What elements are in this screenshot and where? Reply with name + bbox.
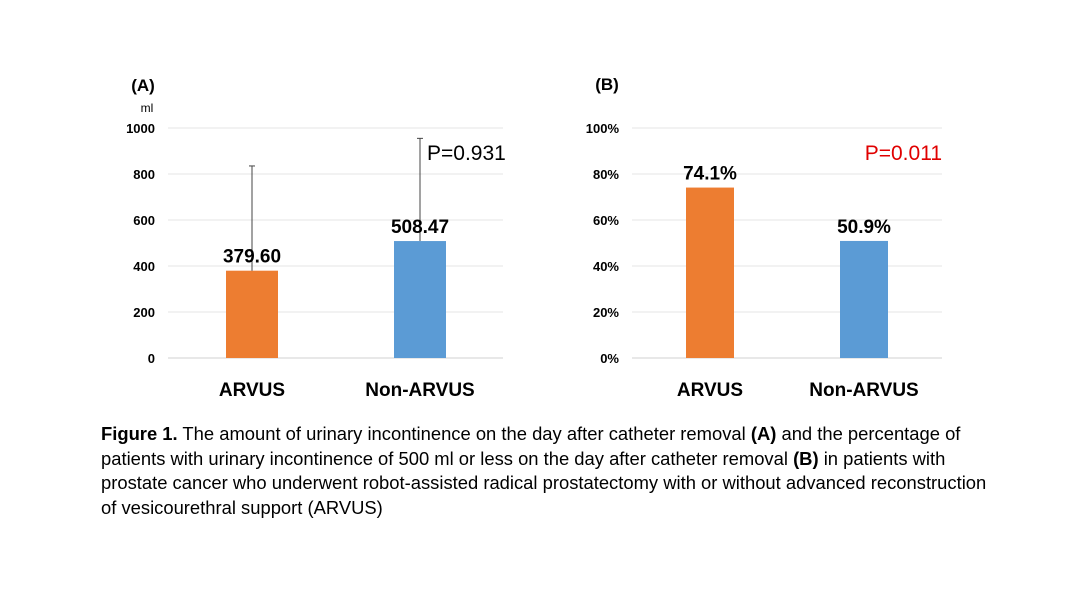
- panel-a-category-label: Non-ARVUS: [365, 380, 474, 401]
- panel-a-p-value: P=0.931: [427, 142, 506, 165]
- panel-b-data-label: 74.1%: [683, 164, 737, 185]
- panel-b-data-label: 50.9%: [837, 217, 891, 238]
- panel-a-data-label: 508.47: [391, 217, 449, 238]
- panel-b-ytick-label: 40%: [593, 259, 619, 274]
- panel-a-ytick-label: 0: [148, 351, 155, 366]
- caption-panel-a-ref: (A): [750, 423, 777, 444]
- caption-text-3: in patients with prostate cancer who und…: [101, 447, 987, 518]
- panel-a-category-label: ARVUS: [219, 380, 285, 401]
- panel-a-ytick-label: 600: [133, 213, 155, 228]
- panel-a-ytick-label: 1000: [126, 121, 155, 136]
- panel-b-ytick-label: 0%: [600, 351, 619, 366]
- caption-label: Figure 1.: [101, 423, 178, 444]
- figure-caption: Figure 1. The amount of urinary incontin…: [101, 422, 1001, 520]
- panel-b-bar: [840, 240, 888, 358]
- panel-a-label: (A): [131, 76, 155, 95]
- panel-b-category-label: Non-ARVUS: [809, 380, 918, 401]
- panel-b-label: (B): [595, 75, 619, 94]
- caption-text-2: and the percentage of patients with urin…: [101, 423, 961, 469]
- panel-a-ytick-label: 200: [133, 305, 155, 320]
- panel-b-ytick-label: 20%: [593, 305, 619, 320]
- panel-b-ytick-label: 60%: [593, 213, 619, 228]
- panel-b-ytick-label: 100%: [586, 121, 620, 136]
- panel-a-ytick-label: 400: [133, 259, 155, 274]
- caption-text-1: The amount of urinary incontinence on th…: [177, 423, 751, 444]
- panel-a-data-label: 379.60: [223, 247, 281, 268]
- panel-a-unit-label: ml: [141, 101, 154, 115]
- panel-b-bar: [686, 187, 734, 358]
- panel-b-ytick-label: 80%: [593, 167, 619, 182]
- panel-a-bar: [226, 270, 278, 358]
- panel-b-p-value: P=0.011: [865, 142, 942, 165]
- panel-a-ytick-label: 800: [133, 167, 155, 182]
- panel-a-bar: [394, 241, 446, 358]
- caption-panel-b-ref: (B): [793, 447, 819, 469]
- panel-b-category-label: ARVUS: [677, 380, 743, 401]
